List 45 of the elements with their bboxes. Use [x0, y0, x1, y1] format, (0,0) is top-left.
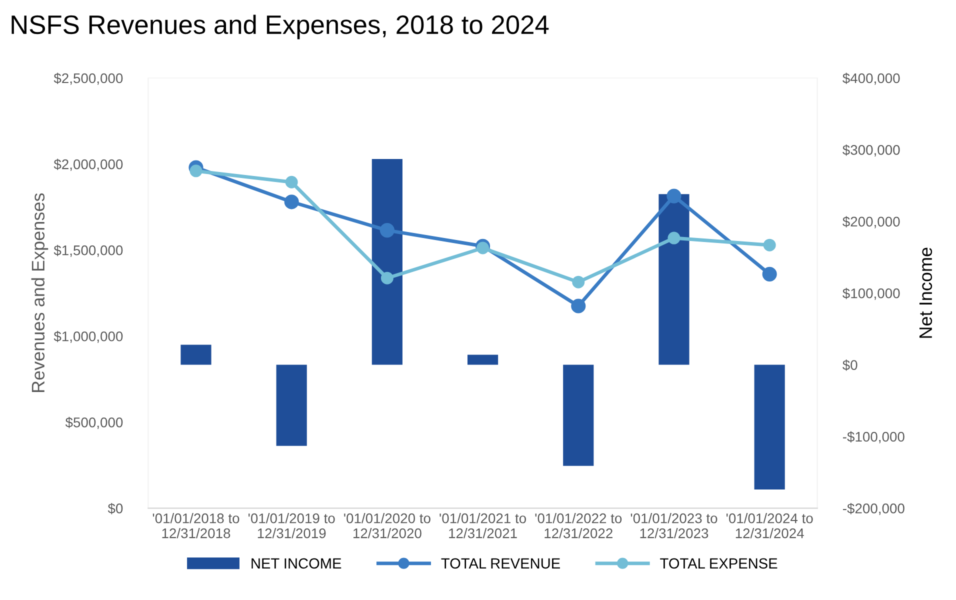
y2-tick-label: $200,000 [842, 216, 900, 228]
point [190, 164, 202, 178]
y-tick-label: $0 [108, 502, 123, 514]
point [762, 266, 777, 282]
chart-title: NSFS Revenues and Expenses, 2018 to 2024 [12, 14, 549, 40]
x-tick-label: '01/01/2024 to 12/31/2024 [726, 513, 813, 538]
x-tick-label: '01/01/2023 to 12/31/2023 [630, 513, 718, 538]
point [666, 188, 682, 204]
point [476, 242, 490, 254]
y-tick-label: $1,000,000 [54, 330, 123, 343]
y-tick-label: $2,500,000 [54, 72, 123, 85]
point [380, 272, 394, 284]
bar [658, 194, 690, 365]
y2-tick-label: $300,000 [842, 144, 900, 157]
y2-tick-label: $100,000 [842, 288, 900, 300]
x-tick-label: '01/01/2021 to 12/31/2021 [440, 513, 526, 538]
y-axis-title: Revenues and Expenses [31, 193, 48, 392]
bar [372, 159, 402, 365]
y2-tick-label: $0 [842, 360, 858, 371]
y-tick-label: $1,500,000 [54, 244, 123, 257]
x-tick-label: '01/01/2018 to 12/31/2018 [152, 513, 240, 538]
y-tick-label: $500,000 [65, 416, 123, 429]
point [668, 232, 680, 244]
point [571, 298, 586, 314]
y-tick-label: $2,000,000 [54, 158, 123, 171]
bar [563, 364, 594, 466]
point [572, 276, 585, 288]
x-tick-label: '01/01/2022 to 12/31/2022 [535, 513, 622, 538]
bar [180, 344, 212, 365]
legend-label: TOTAL EXPENSE [660, 558, 778, 569]
bar [467, 354, 498, 365]
bar [754, 364, 785, 490]
y2-axis-title: Net Income [919, 248, 932, 338]
point [763, 238, 776, 252]
y2-tick-label: -$200,000 [842, 502, 904, 516]
point [380, 223, 394, 238]
legend-label: NET INCOME [252, 558, 342, 569]
legend-label: TOTAL REVENUE [441, 558, 560, 569]
point [285, 176, 298, 188]
x-tick-label: '01/01/2020 to 12/31/2020 [344, 513, 430, 538]
point [284, 194, 299, 210]
x-tick-label: '01/01/2019 to 12/31/2019 [248, 513, 335, 538]
bar [276, 364, 307, 446]
y2-tick-label: $400,000 [842, 72, 900, 85]
y2-tick-label: -$100,000 [842, 431, 904, 444]
